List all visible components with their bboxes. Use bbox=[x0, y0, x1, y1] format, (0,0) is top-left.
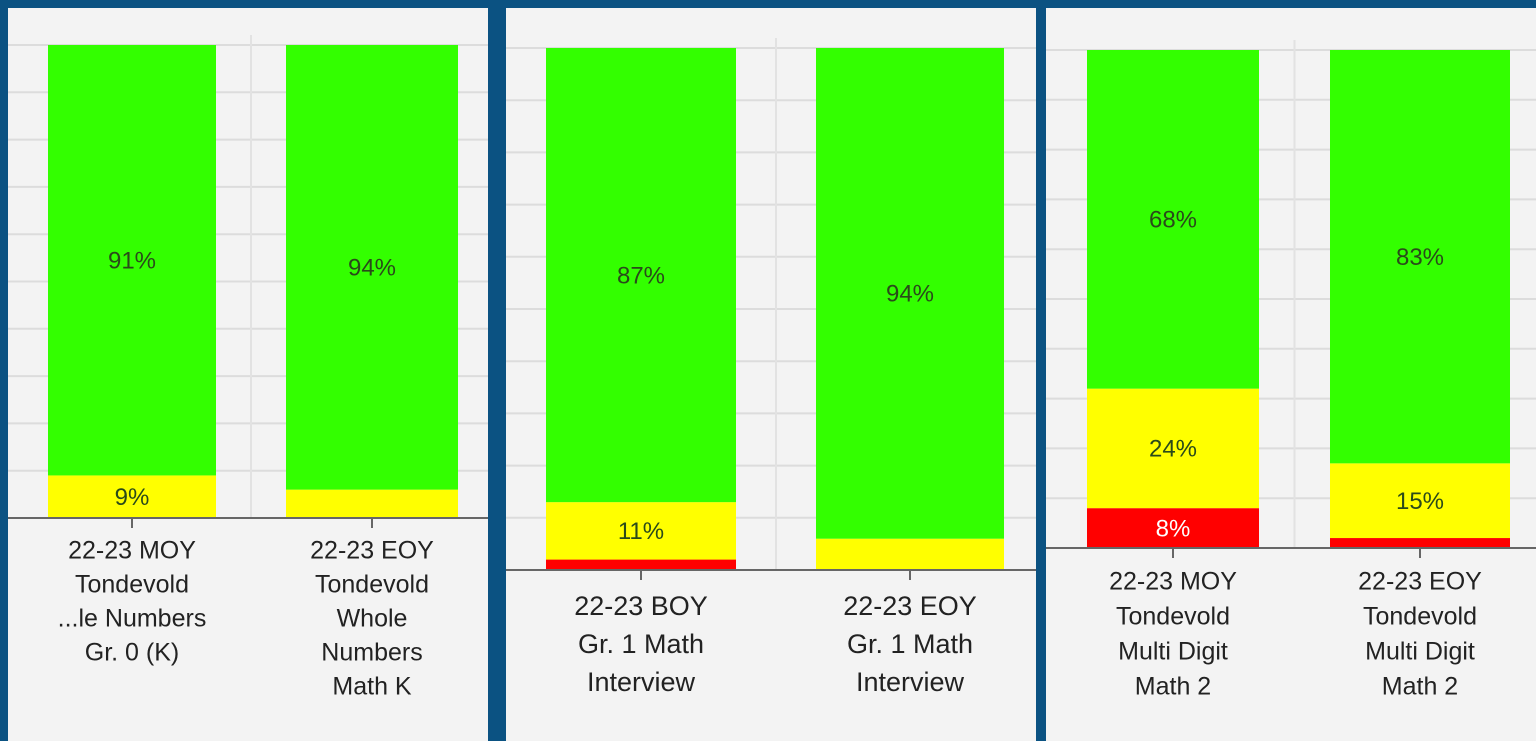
x-tick-label: Multi Digit bbox=[1365, 638, 1475, 666]
value-label: 68% bbox=[1149, 207, 1197, 234]
bar-segment bbox=[286, 489, 458, 518]
x-tick-label: Tondevold bbox=[1363, 603, 1477, 631]
value-label: 94% bbox=[348, 255, 396, 282]
x-tick-label: Tondevold bbox=[315, 571, 429, 599]
bar-segment bbox=[1087, 50, 1259, 389]
value-label: 94% bbox=[886, 281, 934, 308]
value-label: 87% bbox=[617, 262, 665, 289]
value-label: 8% bbox=[1156, 515, 1191, 542]
x-tick-label: 22-23 MOY bbox=[1109, 568, 1237, 596]
x-tick-label: Whole bbox=[337, 605, 408, 633]
value-label: 24% bbox=[1149, 436, 1197, 463]
bar-segment bbox=[1087, 508, 1259, 548]
x-tick-label: Gr. 1 Math bbox=[847, 629, 973, 659]
x-tick-label: Tondevold bbox=[75, 571, 189, 599]
bar-segment bbox=[1330, 463, 1510, 539]
x-tick-label: 22-23 EOY bbox=[1358, 568, 1482, 596]
bar-segment bbox=[546, 48, 736, 503]
bar-segment bbox=[816, 538, 1004, 570]
x-tick-label: ...le Numbers bbox=[58, 605, 207, 633]
x-tick-label: Math K bbox=[332, 673, 412, 701]
x-tick-label: 22-23 BOY bbox=[574, 591, 708, 621]
value-label: 11% bbox=[618, 518, 664, 545]
bar-segment bbox=[816, 48, 1004, 539]
x-tick-label: Gr. 1 Math bbox=[578, 629, 704, 659]
x-tick-label: 22-23 EOY bbox=[310, 537, 434, 565]
x-tick-label: Numbers bbox=[321, 639, 422, 667]
value-label: 9% bbox=[115, 484, 150, 511]
x-tick-label: 22-23 EOY bbox=[843, 591, 977, 621]
value-label: 91% bbox=[108, 248, 156, 275]
x-tick-label: Interview bbox=[587, 667, 696, 697]
x-tick-label: Math 2 bbox=[1382, 673, 1458, 701]
bar-segment bbox=[1330, 50, 1510, 464]
bar-segment bbox=[286, 45, 458, 490]
value-label: 15% bbox=[1396, 488, 1444, 515]
bar-segment bbox=[1087, 388, 1259, 509]
x-tick-label: Multi Digit bbox=[1118, 638, 1228, 666]
x-tick-label: Math 2 bbox=[1135, 673, 1211, 701]
bar-segment bbox=[1330, 538, 1510, 548]
x-tick-label: Interview bbox=[856, 667, 965, 697]
value-label: 83% bbox=[1396, 244, 1444, 271]
bar-segment bbox=[48, 475, 216, 518]
x-tick-label: Tondevold bbox=[1116, 603, 1230, 631]
bar-segment bbox=[546, 559, 736, 570]
x-tick-label: 22-23 MOY bbox=[68, 537, 196, 565]
bar-segment bbox=[48, 45, 216, 476]
x-tick-label: Gr. 0 (K) bbox=[85, 639, 179, 667]
bar-segment bbox=[546, 502, 736, 560]
